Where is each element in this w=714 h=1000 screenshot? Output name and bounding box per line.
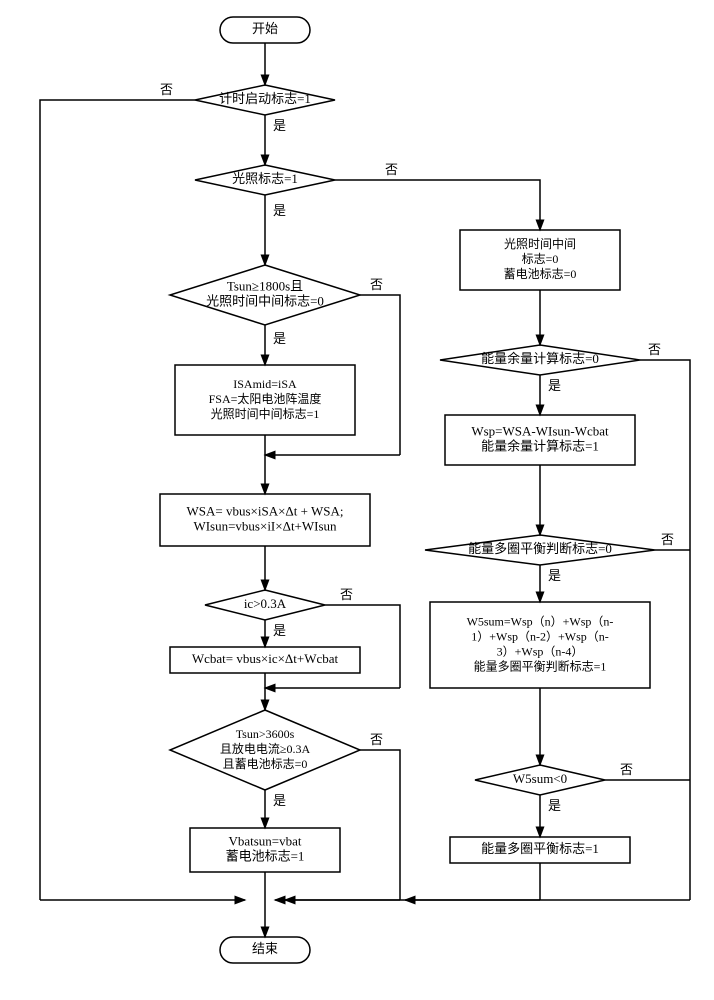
svg-text:计时启动标志=1: 计时启动标志=1 bbox=[219, 91, 311, 106]
svg-text:蓄电池标志=0: 蓄电池标志=0 bbox=[504, 267, 577, 281]
svg-text:结束: 结束 bbox=[252, 941, 278, 956]
svg-text:Wsp=WSA-WIsun-Wcbat: Wsp=WSA-WIsun-Wcbat bbox=[471, 423, 609, 438]
svg-text:能量多圈平衡判断标志=1: 能量多圈平衡判断标志=1 bbox=[474, 658, 607, 673]
svg-text:能量多圈平衡标志=1: 能量多圈平衡标志=1 bbox=[481, 841, 599, 856]
svg-text:否: 否 bbox=[661, 532, 674, 547]
svg-text:光照时间中间标志=1: 光照时间中间标志=1 bbox=[211, 406, 320, 421]
svg-text:否: 否 bbox=[370, 277, 383, 292]
svg-text:能量余量计算标志=1: 能量余量计算标志=1 bbox=[481, 438, 599, 453]
svg-text:否: 否 bbox=[648, 342, 661, 357]
svg-text:是: 是 bbox=[548, 798, 561, 813]
svg-text:ic>0.3A: ic>0.3A bbox=[244, 596, 287, 611]
svg-text:Tsun>3600s: Tsun>3600s bbox=[236, 727, 295, 741]
svg-text:且蓄电池标志=0: 且蓄电池标志=0 bbox=[223, 757, 308, 771]
svg-text:光照标志=1: 光照标志=1 bbox=[232, 171, 298, 186]
svg-text:是: 是 bbox=[273, 793, 286, 808]
svg-text:Tsun≥1800s且: Tsun≥1800s且 bbox=[227, 278, 303, 293]
svg-text:能量余量计算标志=0: 能量余量计算标志=0 bbox=[481, 351, 599, 366]
svg-text:FSA=太阳电池阵温度: FSA=太阳电池阵温度 bbox=[209, 391, 322, 406]
svg-text:3）+Wsp（n-4）: 3）+Wsp（n-4） bbox=[497, 644, 584, 658]
svg-text:光照时间中间: 光照时间中间 bbox=[504, 236, 576, 251]
svg-text:是: 是 bbox=[273, 203, 286, 218]
svg-text:否: 否 bbox=[385, 162, 398, 177]
svg-text:1）+Wsp（n-2）+Wsp（n-: 1）+Wsp（n-2）+Wsp（n- bbox=[471, 629, 609, 643]
svg-text:Wcbat= vbus×ic×Δt+Wcbat: Wcbat= vbus×ic×Δt+Wcbat bbox=[192, 651, 339, 666]
svg-text:否: 否 bbox=[370, 732, 383, 747]
svg-text:是: 是 bbox=[273, 118, 286, 133]
svg-text:否: 否 bbox=[160, 82, 173, 97]
svg-text:能量多圈平衡判断标志=0: 能量多圈平衡判断标志=0 bbox=[468, 541, 612, 556]
svg-text:开始: 开始 bbox=[252, 21, 278, 36]
svg-text:是: 是 bbox=[548, 378, 561, 393]
svg-text:光照时间中间标志=0: 光照时间中间标志=0 bbox=[206, 293, 324, 308]
svg-text:W5sum<0: W5sum<0 bbox=[513, 771, 567, 786]
svg-text:是: 是 bbox=[548, 568, 561, 583]
svg-text:否: 否 bbox=[620, 762, 633, 777]
svg-text:WIsun=vbus×iI×Δt+WIsun: WIsun=vbus×iI×Δt+WIsun bbox=[193, 518, 337, 533]
svg-text:标志=0: 标志=0 bbox=[522, 252, 559, 266]
svg-text:且放电电流≥0.3A: 且放电电流≥0.3A bbox=[220, 741, 311, 756]
flowchart-canvas: 开始计时启动标志=1光照标志=1Tsun≥1800s且光照时间中间标志=0ISA… bbox=[0, 0, 714, 1000]
svg-text:是: 是 bbox=[273, 623, 286, 638]
svg-text:ISAmid=iSA: ISAmid=iSA bbox=[233, 377, 297, 391]
svg-text:WSA= vbus×iSA×Δt + WSA;: WSA= vbus×iSA×Δt + WSA; bbox=[187, 503, 344, 518]
svg-text:蓄电池标志=1: 蓄电池标志=1 bbox=[226, 848, 305, 863]
svg-text:是: 是 bbox=[273, 331, 286, 346]
svg-text:W5sum=Wsp（n）+Wsp（n-: W5sum=Wsp（n）+Wsp（n- bbox=[467, 614, 614, 628]
svg-text:否: 否 bbox=[340, 587, 353, 602]
svg-text:Vbatsun=vbat: Vbatsun=vbat bbox=[228, 833, 301, 848]
